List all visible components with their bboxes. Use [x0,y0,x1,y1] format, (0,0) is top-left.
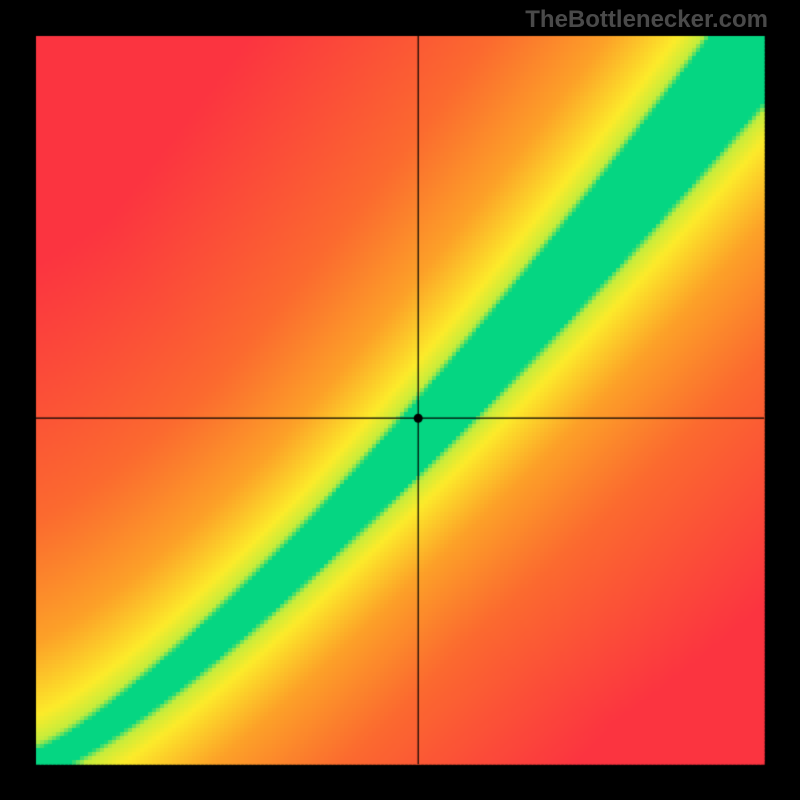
watermark-text: TheBottlenecker.com [525,6,768,34]
bottleneck-heatmap [0,0,800,800]
